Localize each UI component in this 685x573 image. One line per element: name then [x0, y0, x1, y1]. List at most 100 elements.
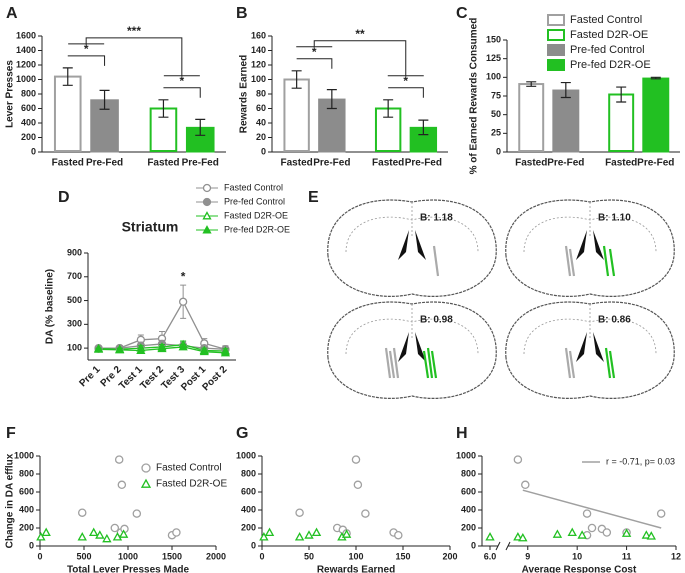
x-tick-label: 0: [37, 551, 42, 561]
legend-swatch: [547, 29, 565, 41]
marker: [259, 532, 269, 541]
section-label: B: 0.86: [598, 315, 631, 326]
marker: [311, 527, 322, 537]
significance-bracket: [296, 40, 424, 77]
y-tick-label: 0: [29, 540, 34, 550]
y-tick-label: 800: [21, 88, 36, 98]
section-label: B: 1.10: [598, 213, 631, 224]
significance-bracket: [163, 87, 201, 98]
x-tick-label: 200: [442, 551, 457, 561]
x-tick-label: 150: [395, 551, 410, 561]
significance-label: *: [403, 74, 408, 88]
marker: [112, 532, 123, 541]
y-tick-label: 0: [251, 540, 256, 550]
probe-track: [604, 347, 612, 379]
y-tick-label: 100: [67, 342, 82, 352]
y-tick-label: 1000: [236, 450, 256, 460]
marker: [36, 532, 46, 541]
marker: [552, 529, 563, 538]
y-tick-label: 50: [491, 109, 501, 119]
marker: [202, 225, 212, 234]
bar: [608, 93, 635, 152]
y-tick-label: 200: [21, 132, 36, 142]
x-axis-label: Total Lever Presses Made: [67, 565, 190, 573]
bar: [552, 89, 580, 153]
x-tick-label: 0: [259, 551, 264, 561]
panel-letter: G: [236, 425, 248, 442]
y-tick-label: 125: [486, 53, 501, 63]
y-tick-label: 40: [256, 117, 266, 127]
x-tick-label: Fasted: [52, 158, 84, 169]
bar: [642, 77, 670, 153]
marker: [178, 342, 188, 351]
marker: [140, 478, 152, 488]
x-tick-label: 12: [671, 551, 681, 561]
legend-label: Fasted Control: [156, 463, 222, 474]
section-label: B: 1.18: [420, 213, 453, 224]
significance-label: ***: [127, 24, 141, 38]
significance-bracket: [388, 87, 424, 98]
y-axis-label: Rewards Earned: [239, 55, 250, 133]
error-bar: [383, 99, 394, 118]
marker: [110, 523, 120, 533]
y-tick-label: 1000: [14, 450, 34, 460]
significance-bracket: [67, 55, 106, 66]
marker: [141, 463, 151, 473]
panel-letter: D: [58, 189, 70, 206]
y-tick-label: 800: [19, 468, 34, 478]
x-axis-label: Rewards Earned: [317, 565, 395, 573]
marker: [132, 509, 142, 518]
legend-label: Fasted D2R-OE: [570, 29, 648, 41]
x-tick-label: 100: [348, 551, 363, 561]
marker: [199, 346, 209, 356]
probe-track: [608, 248, 616, 277]
y-tick-label: 1000: [456, 450, 476, 460]
marker: [641, 530, 652, 539]
y-tick-label: 800: [241, 468, 256, 478]
probe-track: [568, 350, 576, 379]
marker: [136, 345, 146, 354]
y-tick-label: 500: [67, 295, 82, 305]
panel-letter: F: [6, 425, 16, 442]
marker: [656, 509, 666, 518]
legend-label: r = -0.71, p= 0.03: [606, 456, 675, 466]
axis-break: [495, 541, 511, 551]
panel-letter: A: [6, 5, 18, 22]
significance-label: **: [355, 27, 365, 41]
panel-letter: H: [456, 425, 468, 442]
probe-track: [608, 350, 616, 379]
y-tick-label: 25: [491, 128, 501, 138]
brain-outline: [327, 301, 497, 399]
error-bar: [62, 67, 73, 86]
x-tick-label: Pre-Fed: [182, 158, 219, 169]
probe-track: [388, 350, 396, 379]
y-tick-label: 200: [241, 522, 256, 532]
marker: [115, 345, 125, 354]
x-tick-label: 1500: [162, 551, 182, 561]
x-tick-label: Pre-Fed: [637, 158, 674, 169]
y-tick-label: 100: [251, 74, 266, 84]
y-tick-label: 140: [251, 45, 266, 55]
x-tick-label: Fasted: [515, 158, 547, 169]
marker: [361, 509, 370, 518]
marker: [341, 529, 352, 538]
marker: [157, 343, 167, 353]
marker: [95, 530, 105, 539]
marker: [646, 531, 656, 540]
marker: [577, 530, 587, 539]
y-tick-label: 600: [241, 486, 256, 496]
y-tick-label: 60: [256, 103, 266, 113]
y-tick-label: 0: [471, 540, 476, 550]
y-axis-label: Lever Presses: [5, 60, 16, 128]
error-bar: [418, 119, 429, 136]
ventricle: [576, 230, 604, 260]
y-tick-label: 200: [461, 522, 476, 532]
significance-bracket: [68, 37, 200, 77]
error-bar: [526, 81, 537, 87]
bar: [283, 78, 310, 152]
x-tick-label: 10: [572, 551, 582, 561]
y-tick-label: 0: [496, 146, 501, 156]
y-tick-label: 400: [21, 117, 36, 127]
x-tick-label: 1000: [118, 551, 138, 561]
